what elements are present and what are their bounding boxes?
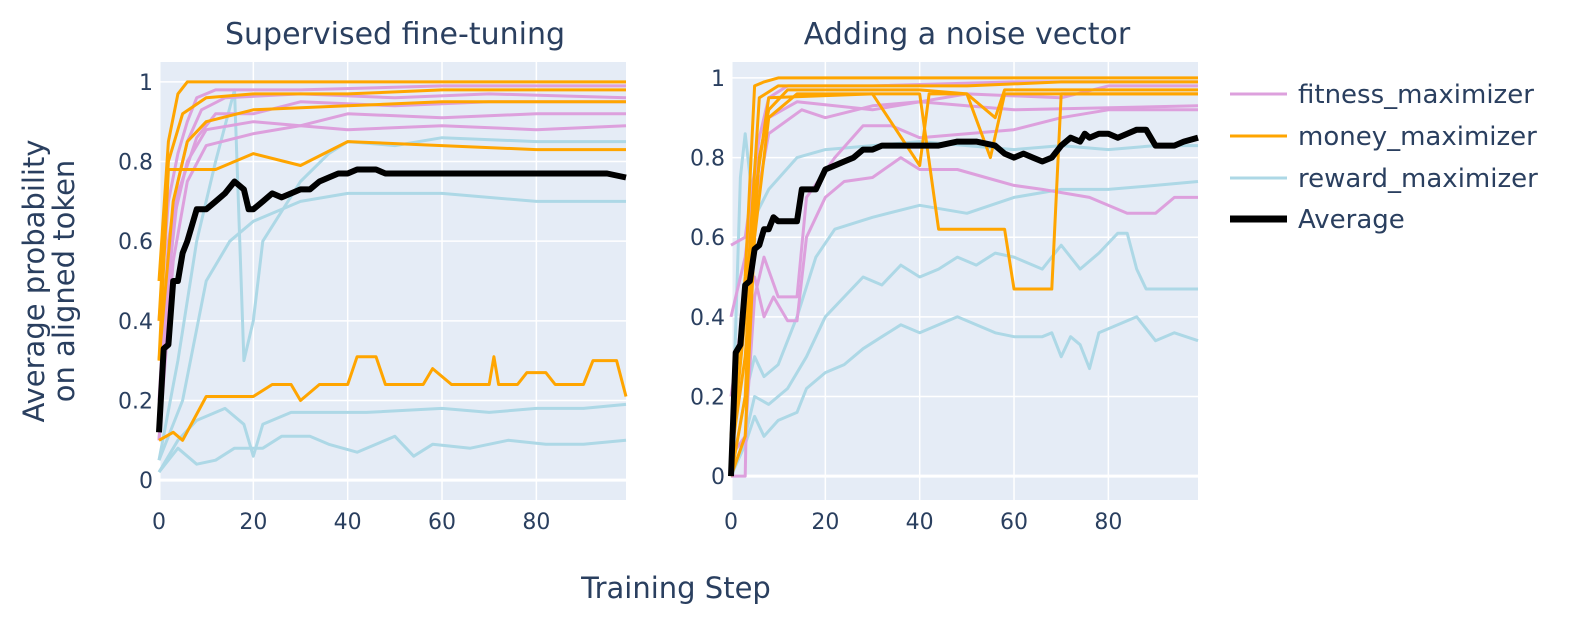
y-tick-label: 1 bbox=[711, 67, 725, 92]
legend-label-fitness: fitness_maximizer bbox=[1298, 80, 1534, 110]
panel-supervised: 0 20 40 60 80 0 0.2 0.4 0.6 0.8 1 Supervised fine… bbox=[118, 17, 628, 535]
x-tick-label: 80 bbox=[1094, 510, 1122, 535]
y-tick-label: 1 bbox=[139, 71, 153, 96]
series-line-average bbox=[728, 126, 1199, 477]
legend-label-average: Average bbox=[1298, 205, 1405, 235]
x-tick-label: 60 bbox=[428, 510, 456, 535]
x-axis-label: Training Step bbox=[580, 571, 771, 605]
series-line-reward-maximizer bbox=[729, 180, 1199, 477]
y-tick-label: 0.6 bbox=[690, 226, 725, 251]
legend-label-money: money_maximizer bbox=[1298, 122, 1537, 152]
series-line-fitness-maximizer bbox=[157, 112, 626, 421]
series-line-reward-maximizer bbox=[157, 434, 627, 474]
y-ticks-2: 0 0.2 0.4 0.6 0.8 1 bbox=[690, 67, 725, 490]
series-lines-1 bbox=[156, 80, 628, 474]
chart-title-1: Supervised fine-tuning bbox=[225, 17, 565, 52]
x-tick-label: 80 bbox=[522, 510, 550, 535]
x-tick-label: 20 bbox=[811, 510, 839, 535]
series-line-money-maximizer bbox=[157, 100, 626, 361]
series-line-money-maximizer bbox=[157, 80, 626, 282]
series-line-money-maximizer bbox=[158, 355, 628, 442]
legend: fitness_maximizer money_maximizer reward… bbox=[1230, 80, 1538, 235]
x-tick-label: 20 bbox=[239, 510, 267, 535]
series-line-reward-maximizer bbox=[729, 132, 1198, 477]
y-tick-label: 0.6 bbox=[118, 230, 153, 255]
series-line-fitness-maximizer bbox=[729, 108, 1198, 458]
series-line-reward-maximizer bbox=[157, 402, 627, 473]
series-line-fitness-maximizer bbox=[157, 124, 627, 441]
y-tick-label: 0 bbox=[711, 465, 725, 490]
x-ticks-1: 0 20 40 60 80 bbox=[152, 510, 550, 535]
y-axis-label-line2: on aligned token bbox=[47, 160, 81, 403]
x-tick-label: 60 bbox=[1000, 510, 1028, 535]
y-ticks-1: 0 0.2 0.4 0.6 0.8 1 bbox=[118, 71, 153, 494]
series-line-reward-maximizer bbox=[729, 231, 1198, 477]
y-tick-label: 0.2 bbox=[118, 389, 153, 414]
series-line-reward-maximizer bbox=[157, 191, 626, 461]
y-tick-label: 0.2 bbox=[690, 385, 725, 410]
series-line-fitness-maximizer bbox=[729, 84, 1198, 318]
legend-label-reward: reward_maximizer bbox=[1298, 164, 1538, 194]
panel-noise: 0 20 40 60 80 0 0.2 0.4 0.6 0.8 1 Adding a noise … bbox=[690, 17, 1199, 535]
series-line-reward-maximizer bbox=[729, 315, 1199, 477]
y-tick-label: 0 bbox=[139, 469, 153, 494]
y-tick-label: 0.8 bbox=[118, 151, 153, 176]
x-tick-label: 0 bbox=[152, 510, 166, 535]
x-tick-label: 40 bbox=[334, 510, 362, 535]
x-tick-label: 40 bbox=[906, 510, 934, 535]
series-line-reward-maximizer bbox=[157, 88, 626, 461]
x-tick-label: 0 bbox=[724, 510, 738, 535]
series-line-money-maximizer bbox=[157, 140, 626, 361]
y-tick-label: 0.4 bbox=[690, 306, 725, 331]
y-tick-label: 0.8 bbox=[690, 147, 725, 172]
series-line-fitness-maximizer bbox=[729, 156, 1198, 397]
series-line-money-maximizer bbox=[157, 88, 626, 321]
x-ticks-2: 0 20 40 60 80 bbox=[724, 510, 1122, 535]
series-line-fitness-maximizer bbox=[157, 84, 626, 321]
chart-title-2: Adding a noise vector bbox=[804, 17, 1131, 52]
series-lines-2 bbox=[728, 76, 1199, 478]
y-tick-label: 0.4 bbox=[118, 310, 153, 335]
series-line-average bbox=[156, 166, 627, 433]
y-axis-label-line1: Average probability bbox=[17, 139, 51, 422]
